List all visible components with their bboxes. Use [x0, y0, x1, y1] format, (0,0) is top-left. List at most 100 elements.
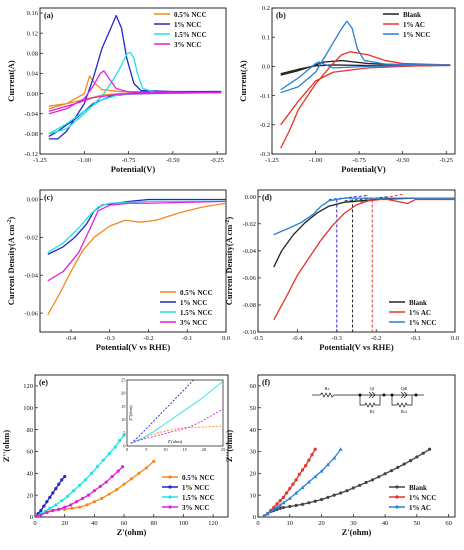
resistor-rct — [391, 395, 413, 408]
data-point — [377, 475, 381, 479]
y-tick-label: 10 — [250, 492, 257, 499]
y-axis-label: Current Density(A cm-2) — [6, 217, 16, 306]
x-axis-label: Potential(V) — [111, 164, 156, 174]
x-tick-label: -0.25 — [440, 157, 454, 164]
legend-marker — [395, 495, 399, 499]
y-tick-label: -0.08 — [242, 302, 256, 309]
x-axis-label: Z'(ohm) — [117, 527, 147, 537]
legend-label: 1% NCC — [174, 21, 201, 29]
legend-label: Blank — [409, 299, 427, 307]
data-point — [304, 464, 308, 468]
data-point — [396, 465, 400, 470]
y-tick-label: -0.12 — [24, 151, 38, 158]
x-tick-label: 20 — [61, 520, 68, 527]
x-tick-label: 0.0 — [451, 335, 459, 342]
data-point — [152, 459, 156, 463]
y-tick-label: 0.08 — [27, 51, 38, 58]
circuit-label: Qdl — [401, 386, 408, 391]
series-line-3 — [48, 51, 222, 135]
data-point — [69, 503, 73, 507]
legend-label: 1.5% NCC — [182, 494, 215, 502]
series-line-4 — [47, 200, 226, 282]
legend-label: 1% NCC — [182, 484, 209, 492]
data-point — [54, 487, 58, 491]
data-point — [339, 491, 343, 495]
series-line-1 — [47, 202, 226, 316]
resistor-rf — [359, 395, 381, 408]
y-tick-label: 0 — [253, 514, 256, 521]
y-tick-label: -0.02 — [24, 235, 38, 242]
legend: 0.5% NCC 1% NCC 1.5% NCC 3% NCC — [162, 474, 215, 512]
data-point — [300, 485, 305, 490]
data-point — [120, 465, 125, 469]
y-tick-label: 60 — [27, 449, 34, 456]
data-point — [281, 500, 286, 505]
data-point — [60, 499, 64, 503]
data-point — [402, 462, 406, 466]
data-point — [294, 503, 298, 508]
data-point — [95, 465, 99, 469]
data-point — [389, 469, 394, 473]
inset-curve — [130, 425, 223, 444]
y-axis-label-main: Current(A) — [6, 60, 16, 102]
data-point — [345, 489, 349, 493]
y-axis-label-end: ) — [224, 217, 234, 220]
data-point — [115, 488, 119, 492]
x-tick-label: 0.0 — [222, 335, 230, 342]
data-point — [427, 447, 432, 451]
data-point — [338, 447, 343, 451]
inset-x-tick-label: 25 — [221, 447, 226, 452]
legend-label: 3% NCC — [180, 319, 207, 327]
series-line-3 — [280, 20, 451, 94]
data-point — [116, 469, 120, 473]
y-tick-label: 0.2 — [262, 5, 270, 12]
x-tick-label: -0.75 — [122, 157, 136, 164]
x-tick-label: -0.4 — [292, 335, 303, 342]
y-tick-label: 0.12 — [27, 30, 38, 37]
y-tick-label: 30 — [250, 449, 257, 456]
plot-frame — [257, 189, 456, 333]
inset-x-tick-label: 10 — [163, 447, 168, 452]
legend-label: 1.5% NCC — [174, 31, 207, 39]
data-point — [287, 496, 292, 500]
x-tick-label: 50 — [414, 520, 421, 527]
data-point — [325, 462, 330, 467]
data-point — [83, 478, 88, 482]
legend-marker — [395, 505, 399, 509]
circuit-label: Rf — [370, 409, 375, 414]
y-tick-label: 40 — [27, 471, 34, 478]
inset-y-tick-label: 0 — [123, 444, 126, 449]
data-point — [104, 480, 108, 484]
data-point — [291, 482, 295, 486]
y-tick-label: -0.04 — [24, 272, 38, 279]
legend: Blank 1% NCC 1% AC — [389, 484, 436, 512]
data-point — [271, 507, 276, 511]
data-point — [408, 459, 413, 463]
legend-label: 1% AC — [409, 504, 431, 512]
data-point — [284, 491, 289, 495]
legend: Blank 1% AC 1% NCC — [389, 299, 436, 327]
y-tick-label: 80 — [27, 427, 34, 434]
data-point — [54, 503, 58, 507]
y-tick-label: 0.0 — [262, 64, 270, 71]
legend: 0.5% NCC 1% NCC 1.5% NCC 3% NCC — [154, 11, 207, 49]
y-tick-label: -0.06 — [24, 310, 38, 317]
series-line-2 — [273, 198, 455, 321]
data-point — [74, 500, 79, 504]
y-tick-label: 40 — [250, 427, 257, 434]
x-tick-label: -1.00 — [78, 157, 92, 164]
x-axis-label: Potential(V) — [341, 164, 386, 174]
data-point — [294, 478, 298, 482]
x-tick-label: -0.25 — [210, 157, 224, 164]
y-tick-label: 20 — [27, 492, 34, 499]
data-point — [110, 474, 114, 479]
data-point — [107, 452, 111, 456]
panel-label: (e) — [39, 378, 48, 387]
inset-y-tick-label: 15 — [121, 404, 126, 409]
inset-x-tick-label: 20 — [202, 447, 207, 452]
data-point — [100, 496, 104, 501]
y-tick-label: 120 — [23, 383, 33, 390]
y-tick-label: -0.04 — [242, 248, 256, 255]
